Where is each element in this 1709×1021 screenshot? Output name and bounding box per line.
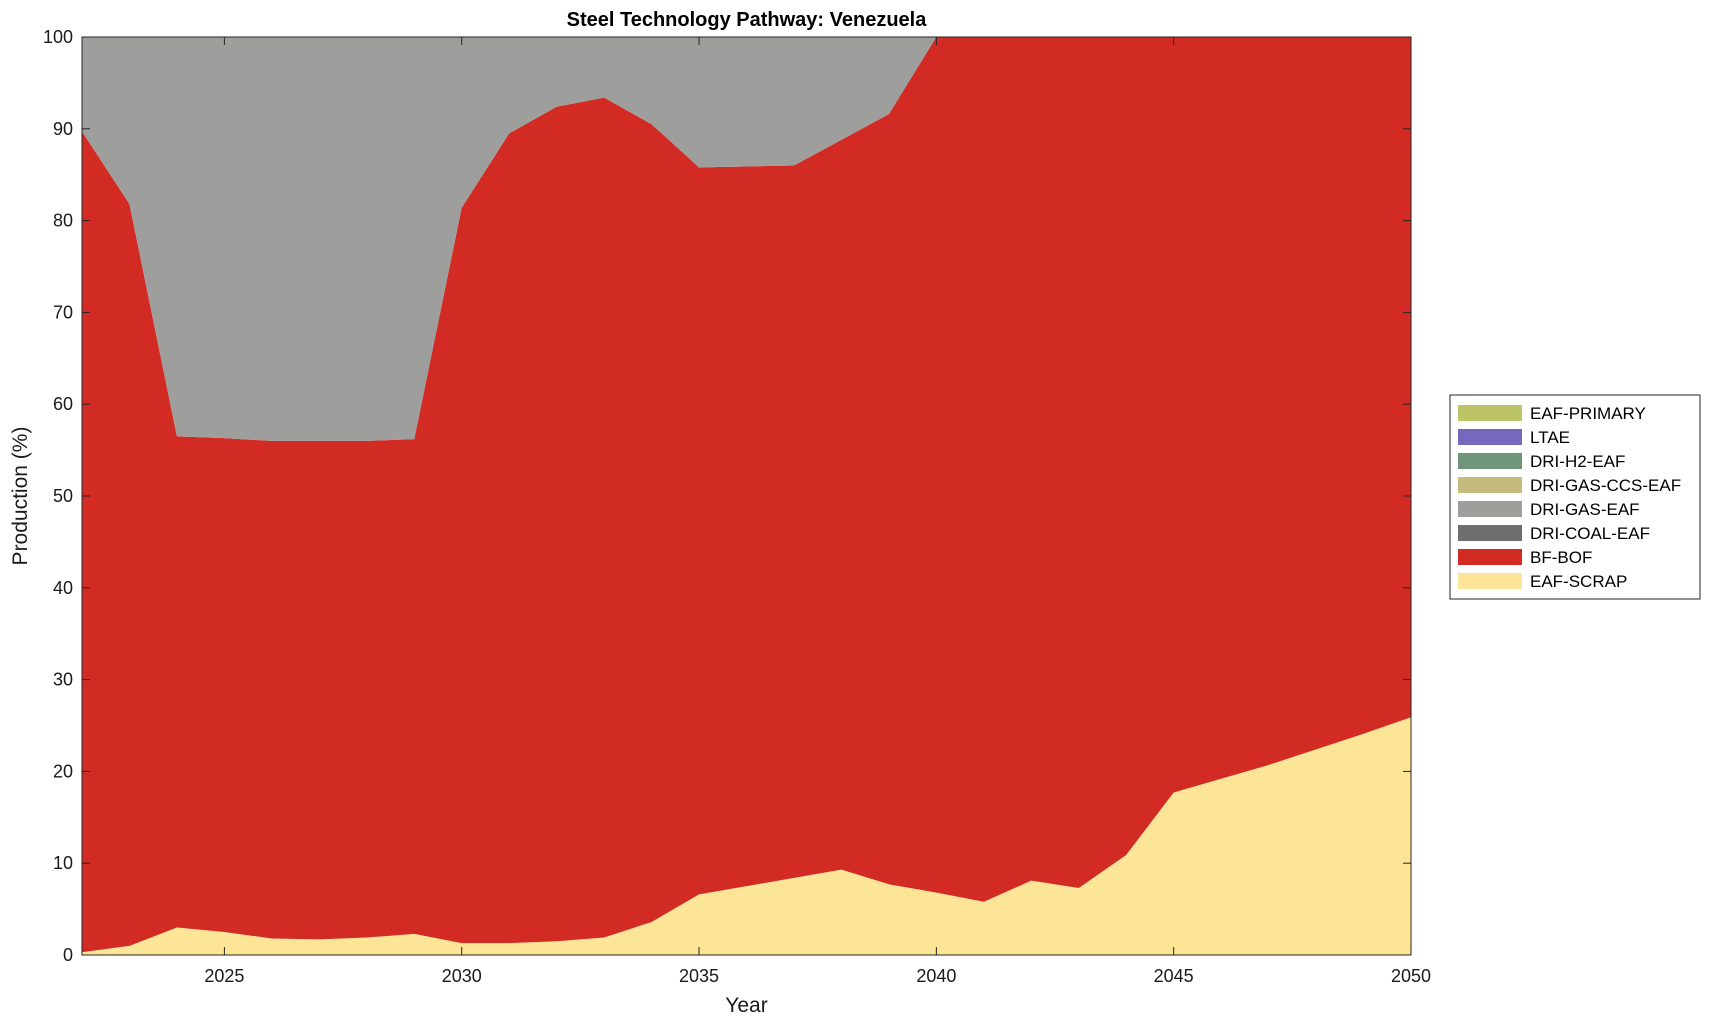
legend-label-ltae: LTAE: [1530, 428, 1570, 447]
y-tick-label: 60: [53, 394, 73, 414]
legend-swatch-dri-coal-eaf: [1458, 525, 1522, 541]
chart-title: Steel Technology Pathway: Venezuela: [567, 9, 928, 31]
legend-label-bf-bof: BF-BOF: [1530, 548, 1592, 567]
legend-label-dri-h2-eaf: DRI-H2-EAF: [1530, 452, 1625, 471]
x-tick-label: 2025: [204, 966, 244, 986]
y-tick-label: 30: [53, 670, 73, 690]
legend-swatch-dri-gas-ccs-eaf: [1458, 477, 1522, 493]
legend-swatch-eaf-scrap: [1458, 573, 1522, 589]
y-axis-label: Production (%): [9, 427, 32, 566]
x-tick-label: 2050: [1391, 966, 1431, 986]
y-tick-label: 90: [53, 119, 73, 139]
x-axis-label: Year: [725, 994, 767, 1017]
area-dri-gas-eaf: [82, 37, 1411, 441]
y-tick-label: 80: [53, 211, 73, 231]
y-tick-label: 100: [43, 27, 73, 47]
area-eaf-scrap: [82, 717, 1411, 955]
legend-swatch-dri-h2-eaf: [1458, 453, 1522, 469]
area-layers: [82, 37, 1411, 955]
y-tick-label: 50: [53, 486, 73, 506]
legend-label-eaf-scrap: EAF-SCRAP: [1530, 572, 1627, 591]
legend-label-dri-gas-ccs-eaf: DRI-GAS-CCS-EAF: [1530, 476, 1681, 495]
x-tick-label: 2030: [442, 966, 482, 986]
legend-swatch-ltae: [1458, 429, 1522, 445]
y-tick-label: 0: [63, 945, 73, 965]
legend-box: [1449, 394, 1701, 600]
area-bf-bof: [82, 37, 1411, 953]
legend-swatch-eaf-primary: [1458, 405, 1522, 421]
legend-label-dri-coal-eaf: DRI-COAL-EAF: [1530, 524, 1650, 543]
legend-label-dri-gas-eaf: DRI-GAS-EAF: [1530, 500, 1640, 519]
y-tick-label: 20: [53, 761, 73, 781]
axis-ticks: 2025 2030 2035 2040 2045 20500102030405060708…: [43, 27, 1431, 986]
legend-swatch-dri-gas-eaf: [1458, 501, 1522, 517]
legend-swatch-bf-bof: [1458, 549, 1522, 565]
y-tick-label: 70: [53, 302, 73, 322]
y-tick-label: 10: [53, 853, 73, 873]
y-tick-label: 40: [53, 578, 73, 598]
x-tick-label: 2045: [1154, 966, 1194, 986]
x-tick-label: 2040: [916, 966, 956, 986]
legend-label-eaf-primary: EAF-PRIMARY: [1530, 404, 1646, 423]
x-tick-label: 2035: [679, 966, 719, 986]
legend: EAF-PRIMARY LTAE DRI-H2-EAF DRI-GAS-CCS-EAF…: [1449, 394, 1701, 600]
